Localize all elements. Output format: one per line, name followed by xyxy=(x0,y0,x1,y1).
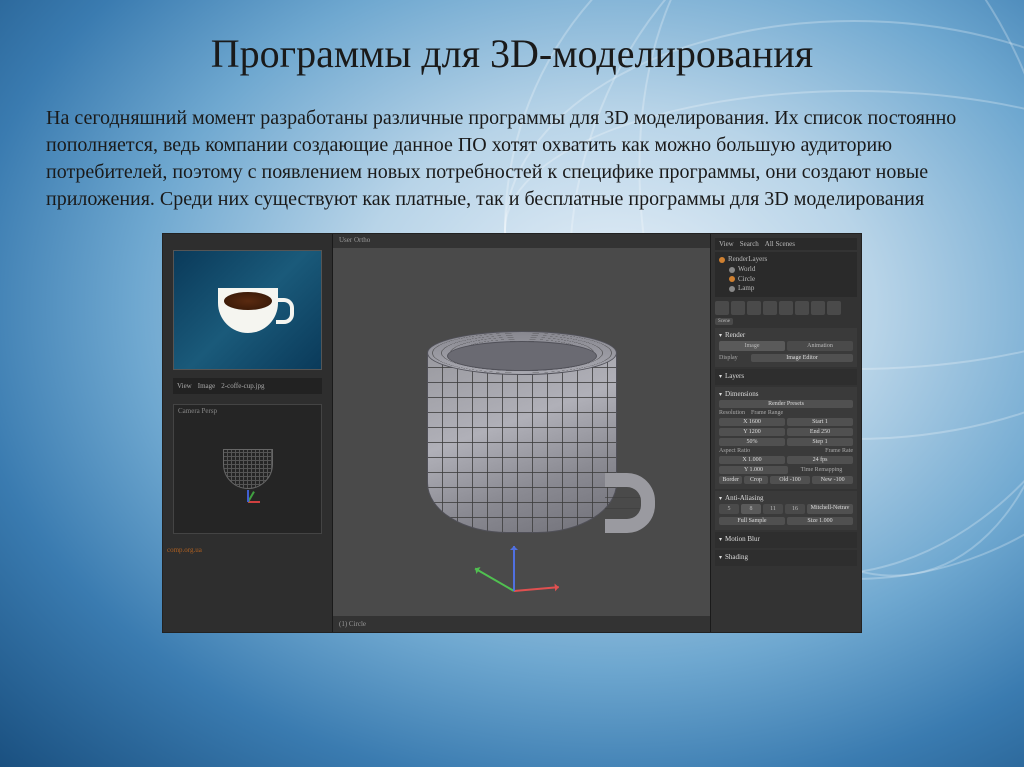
frame-rate-label: Frame Rate xyxy=(752,448,853,454)
physics-tab-icon[interactable] xyxy=(827,301,841,315)
blender-screenshot: View Image 2-coffe-cup.jpg Camera Persp … xyxy=(162,233,862,633)
border-checkbox[interactable]: Border xyxy=(719,476,742,484)
shading-section: Shading xyxy=(715,550,857,566)
slide-title: Программы для 3D-моделирования xyxy=(40,30,984,77)
aspect-ratio-label: Aspect Ratio xyxy=(719,448,750,454)
frame-start-input[interactable]: Start 1 xyxy=(787,418,853,426)
outliner-tree: RenderLayers World Circle Lamp xyxy=(715,252,857,297)
scene-icon xyxy=(719,257,725,263)
left-column: View Image 2-coffe-cup.jpg Camera Persp … xyxy=(163,234,333,632)
render-presets-select[interactable]: Render Presets xyxy=(719,400,853,408)
frame-range-label: Frame Range xyxy=(751,410,853,416)
render-tab-icon[interactable] xyxy=(715,301,729,315)
tree-item[interactable]: World xyxy=(738,265,755,275)
image-menu[interactable]: Image xyxy=(198,382,216,390)
aa-size-input[interactable]: Size 1.000 xyxy=(787,517,853,525)
watermark: comp.org.ua xyxy=(163,544,332,556)
tab-view[interactable]: View xyxy=(719,240,734,248)
layers-header[interactable]: Layers xyxy=(719,372,853,380)
camera-viewport: Camera Persp xyxy=(173,404,322,534)
object-count: (1) Circle xyxy=(339,620,366,628)
modifier-tab-icon[interactable] xyxy=(779,301,793,315)
full-sample-checkbox[interactable]: Full Sample xyxy=(719,517,785,525)
lamp-icon xyxy=(729,286,735,292)
properties-tab-icons xyxy=(715,301,857,315)
display-select[interactable]: Image Editor xyxy=(751,354,853,362)
crumb[interactable]: Scene xyxy=(715,318,733,325)
gizmo-icon xyxy=(248,483,268,503)
aspect-y-input[interactable]: Y 1.000 xyxy=(719,466,788,474)
camera-persp-label: Camera Persp xyxy=(178,407,217,415)
texture-tab-icon[interactable] xyxy=(811,301,825,315)
main-viewport: User Ortho (1) Circle xyxy=(333,234,711,632)
viewport-footer: (1) Circle xyxy=(333,616,710,632)
image-toolbar: View Image 2-coffe-cup.jpg xyxy=(173,378,322,394)
motion-blur-header[interactable]: Motion Blur xyxy=(719,535,853,543)
res-pct-input[interactable]: 50% xyxy=(719,438,785,446)
dimensions-section: Dimensions Render Presets Resolution Fra… xyxy=(715,387,857,489)
aa-5-button[interactable]: 5 xyxy=(719,504,739,514)
new-input[interactable]: New -100 xyxy=(812,476,853,484)
datablock-breadcrumb: Scene xyxy=(715,318,857,325)
frame-rate-select[interactable]: 24 fps xyxy=(787,456,853,464)
world-tab-icon[interactable] xyxy=(747,301,761,315)
object-tab-icon[interactable] xyxy=(763,301,777,315)
res-x-input[interactable]: X 1600 xyxy=(719,418,785,426)
render-section: Render Image Animation Display Image Edi… xyxy=(715,328,857,367)
image-button[interactable]: Image xyxy=(719,341,785,351)
layers-section: Layers xyxy=(715,369,857,385)
frame-end-input[interactable]: End 250 xyxy=(787,428,853,436)
material-tab-icon[interactable] xyxy=(795,301,809,315)
dimensions-header[interactable]: Dimensions xyxy=(719,390,853,398)
aa-8-button[interactable]: 8 xyxy=(741,504,761,514)
animation-button[interactable]: Animation xyxy=(787,341,853,351)
antialiasing-section: Anti-Aliasing 5 8 11 16 Mitchell-Netrav … xyxy=(715,491,857,530)
res-y-input[interactable]: Y 1200 xyxy=(719,428,785,436)
viewport-mode-label: User Ortho xyxy=(333,234,710,248)
display-label: Display xyxy=(719,355,749,361)
crop-checkbox[interactable]: Crop xyxy=(744,476,767,484)
properties-panel: View Search All Scenes RenderLayers Worl… xyxy=(711,234,861,632)
world-icon xyxy=(729,267,735,273)
tree-item[interactable]: Lamp xyxy=(738,284,754,294)
image-filename: 2-coffe-cup.jpg xyxy=(221,382,264,390)
outliner-tabs: View Search All Scenes xyxy=(715,238,857,250)
coffee-cup-photo xyxy=(218,288,278,333)
aa-filter-select[interactable]: Mitchell-Netrav xyxy=(807,504,853,514)
mesh-icon xyxy=(729,276,735,282)
aspect-x-input[interactable]: X 1.000 xyxy=(719,456,785,464)
view-menu[interactable]: View xyxy=(177,382,192,390)
shading-header[interactable]: Shading xyxy=(719,553,853,561)
reference-image-panel xyxy=(173,250,322,370)
tab-search[interactable]: Search xyxy=(740,240,759,248)
scene-tab-icon[interactable] xyxy=(731,301,745,315)
tree-root[interactable]: RenderLayers xyxy=(728,255,767,265)
transform-gizmo-icon xyxy=(514,532,574,592)
tree-item[interactable]: Circle xyxy=(738,275,755,285)
wireframe-cup-model xyxy=(397,303,647,553)
aa-header[interactable]: Anti-Aliasing xyxy=(719,494,853,502)
aa-11-button[interactable]: 11 xyxy=(763,504,783,514)
motion-blur-section: Motion Blur xyxy=(715,532,857,548)
render-header[interactable]: Render xyxy=(719,331,853,339)
time-remap-label: Time Remapping xyxy=(790,467,853,473)
resolution-label: Resolution xyxy=(719,410,749,416)
tab-all-scenes[interactable]: All Scenes xyxy=(765,240,795,248)
slide: Программы для 3D-моделирования На сегодн… xyxy=(0,0,1024,767)
slide-body: На сегодняшний момент разработаны различ… xyxy=(40,105,984,213)
old-input[interactable]: Old -100 xyxy=(770,476,811,484)
aa-16-button[interactable]: 16 xyxy=(785,504,805,514)
frame-step-input[interactable]: Step 1 xyxy=(787,438,853,446)
